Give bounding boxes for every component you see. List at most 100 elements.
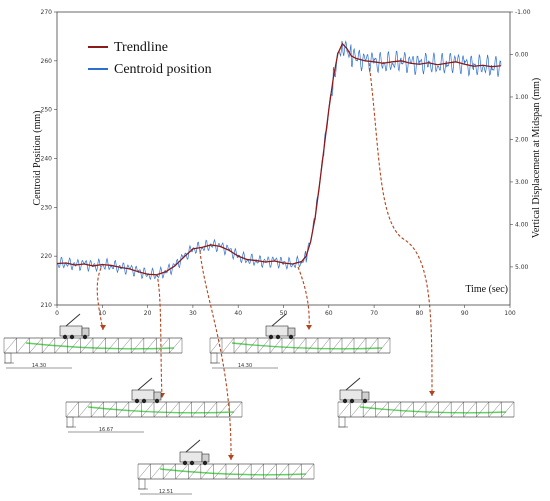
x-tick-label: 10: [98, 310, 106, 317]
arrow-path: [156, 273, 163, 399]
arrow-path: [368, 62, 433, 397]
y2-axis-label: Vertical Displacement at Midspan (mm): [531, 78, 542, 239]
truss-diagonal: [213, 463, 227, 480]
truss-diagonal: [178, 401, 192, 418]
y-tick-label: 210: [41, 302, 53, 309]
truck-wheel: [342, 398, 348, 404]
truck-wheel: [288, 334, 294, 340]
truss-diagonal: [269, 337, 283, 354]
truss-diagonal: [128, 401, 142, 418]
truss-diagonal: [377, 337, 391, 354]
plot-area: [56, 11, 511, 306]
truck-crane-arm: [137, 377, 153, 391]
trendline-series: [56, 42, 502, 276]
truss-diagonal: [488, 401, 502, 418]
truss-diagonal: [29, 337, 43, 354]
truss-diagonal: [143, 337, 157, 354]
legend-label-centroid: Centroid position: [114, 62, 212, 77]
truss-diagonal: [413, 401, 427, 418]
truck-crane-arm: [345, 377, 361, 391]
truss-diagonal: [105, 337, 119, 354]
arrow-path: [199, 250, 232, 461]
truss-diagonal: [80, 337, 94, 354]
legend: Trendline Centroid position: [88, 40, 212, 77]
legend-label-trendline: Trendline: [114, 40, 168, 55]
arrow-head: [228, 455, 234, 460]
truss-diagonal: [118, 337, 132, 354]
y2-tick-label: 3.00: [515, 179, 529, 186]
truck-crane-arm: [185, 439, 201, 453]
truss-diagonal: [257, 337, 271, 354]
truss-diagonal: [293, 337, 307, 354]
truck-crane-arm: [271, 313, 287, 327]
truck-body: [339, 389, 363, 401]
x-tick-label: 60: [325, 310, 333, 317]
truss-diagonal: [350, 401, 364, 418]
truss-diagonal: [245, 337, 259, 354]
truss-diagonal: [281, 337, 295, 354]
truss-diagonal: [438, 401, 452, 418]
truss-diagonal: [463, 401, 477, 418]
truss-diagonal: [365, 337, 379, 354]
centroid-position-series: [56, 40, 502, 281]
truss-diagonal: [221, 337, 235, 354]
truss-diagonal: [3, 337, 17, 354]
x-tick-label: 30: [189, 310, 197, 317]
truck-body: [265, 325, 289, 337]
event-arrows: [96, 62, 435, 461]
y2-axis: -1.00 0.00 1.00 2.00 3.00 4.00 5.00: [510, 9, 531, 271]
arrow-head: [100, 325, 106, 330]
truss-diagonal: [288, 463, 302, 480]
y-tick-label: 270: [41, 9, 53, 16]
series-layer: [56, 40, 502, 281]
truck-wheel: [82, 334, 88, 340]
deflection-line: [359, 406, 507, 414]
truss-diagonal: [116, 401, 130, 418]
deflection-line: [159, 468, 307, 476]
x-tick-label: 40: [234, 310, 242, 317]
truss-diagonal: [250, 463, 264, 480]
truss-diagonal: [329, 337, 343, 354]
truck-wheel: [362, 398, 368, 404]
truck-wheel: [275, 334, 281, 340]
truss-diagonal: [78, 401, 92, 418]
arrow-path: [297, 266, 310, 331]
y2-tick-label: 2.00: [515, 136, 529, 143]
truss-diagonal: [229, 401, 243, 418]
dimension-label: 12.51: [159, 489, 173, 495]
arrow-head: [306, 325, 312, 330]
truss-diagonal: [238, 463, 252, 480]
truck-body: [179, 451, 203, 463]
truck-body: [59, 325, 83, 337]
truss-diagonal: [175, 463, 189, 480]
truss-diagonal: [276, 463, 290, 480]
truck-bridge-diagrams: 14.30 14.30 16.67 12.51: [3, 313, 515, 495]
truss-diagonal: [362, 401, 376, 418]
truss-diagonal: [54, 337, 68, 354]
y2-tick-label: 4.00: [515, 221, 529, 228]
deflection-line: [87, 406, 235, 414]
truss-diagonal: [130, 337, 145, 354]
dimension-label: 14.30: [32, 363, 46, 369]
chart-plot: 0 10 20 30 40 50 60 70 80 90 100 210 220 230 240 250 26…: [32, 9, 542, 317]
truck-wheel: [182, 460, 188, 466]
truss-diagonal: [65, 401, 79, 418]
truss-diagonal: [200, 463, 214, 480]
x-tick-label: 90: [461, 310, 469, 317]
truss-diagonal: [162, 463, 176, 480]
x-tick-label: 20: [144, 310, 152, 317]
truss-diagonal: [216, 401, 230, 418]
bridge-diagram: 14.30: [3, 313, 183, 369]
x-tick-label: 0: [55, 310, 59, 317]
y-tick-label: 250: [41, 107, 53, 114]
support-left: [66, 416, 74, 428]
arrow-path: [96, 267, 104, 331]
support-left: [138, 478, 146, 490]
truss-diagonal: [90, 401, 104, 418]
truss-diagonal: [156, 337, 170, 354]
truss-diagonal: [169, 337, 183, 354]
arrow-head: [429, 391, 435, 396]
dimension-label: 16.67: [99, 427, 113, 433]
bridge-diagram: 12.51: [137, 439, 315, 495]
truss-diagonal: [233, 337, 247, 354]
